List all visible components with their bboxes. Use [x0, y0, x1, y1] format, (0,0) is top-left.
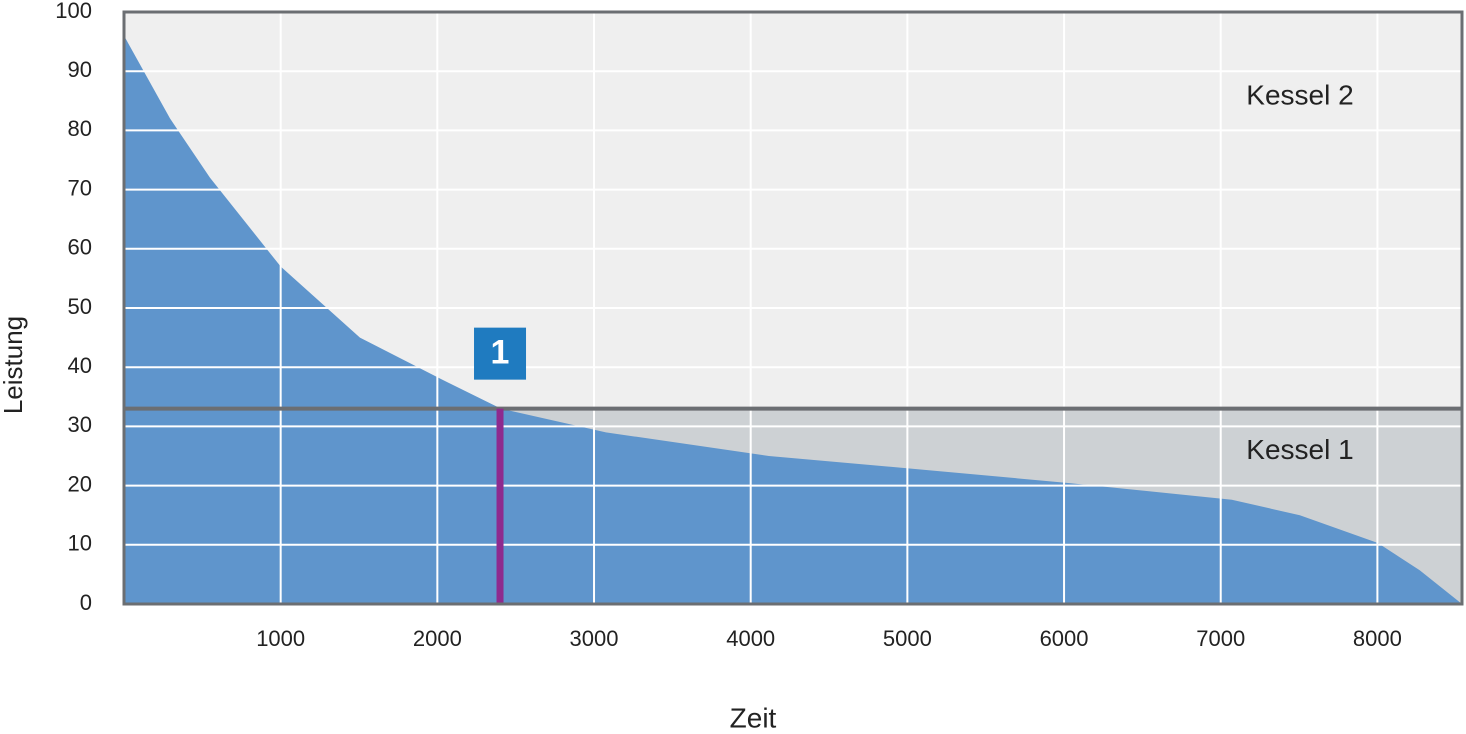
x-tick-label: 6000 [1040, 626, 1089, 651]
marker-label: 1 [491, 334, 510, 372]
y-tick-label: 20 [68, 471, 92, 496]
y-tick-label: 60 [68, 235, 92, 260]
y-tick-label: 30 [68, 412, 92, 437]
y-tick-label: 80 [68, 116, 92, 141]
y-axis-label: Leistung [0, 316, 28, 414]
marker-badge [474, 327, 527, 380]
x-tick-label: 7000 [1196, 626, 1245, 651]
area [124, 35, 1462, 605]
x-tick-label: 2000 [413, 626, 462, 651]
y-tick-label: 90 [68, 57, 92, 82]
y-tick-label: 70 [68, 175, 92, 200]
y-tick-label: 50 [68, 294, 92, 319]
y-tick-label: 100 [55, 0, 92, 23]
y-tick-label: 40 [68, 353, 92, 378]
region-label: Kessel 1 [1246, 434, 1353, 465]
x-tick-label: 1000 [256, 626, 305, 651]
x-tick-label: 3000 [570, 626, 619, 651]
x-tick-label: 8000 [1353, 626, 1402, 651]
x-tick-label: 4000 [726, 626, 775, 651]
x-tick-label: 5000 [883, 626, 932, 651]
x-axis-label: Zeit [730, 702, 777, 733]
y-tick-label: 0 [80, 590, 92, 615]
region-label: Kessel 2 [1246, 79, 1353, 110]
y-tick-label: 10 [68, 531, 92, 556]
plot-frame [122, 10, 1464, 606]
